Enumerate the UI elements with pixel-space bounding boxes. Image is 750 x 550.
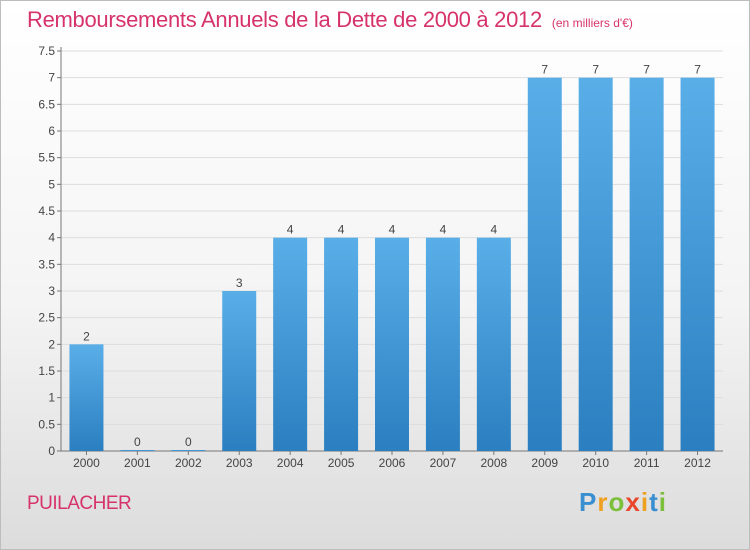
y-tick-label: 6	[48, 124, 55, 138]
bar-value-label: 2	[83, 329, 90, 343]
bars	[69, 77, 715, 452]
labels: 0 0.5 1 1.5 2 2.5 3 3.5 4 4.5 5 5.5 6 6.5 7 7.5 2 2000 0 20…	[38, 44, 711, 470]
bar	[324, 237, 359, 451]
bar-value-label: 7	[694, 63, 701, 77]
bar-value-label: 7	[643, 63, 650, 77]
title-row: Remboursements Annuels de la Dette de 20…	[27, 7, 633, 33]
bar	[120, 450, 155, 451]
bar-value-label: 4	[389, 223, 396, 237]
bar-chart: 0 0.5 1 1.5 2 2.5 3 3.5 4 4.5 5 5.5 6 6.5 7 7.5 2 2000 0 20…	[38, 44, 723, 470]
bar	[171, 450, 206, 451]
x-tick-label: 2004	[277, 456, 304, 470]
bar-value-label: 4	[440, 223, 447, 237]
commune-name: PUILACHER	[27, 493, 132, 514]
x-tick-label: 2001	[124, 456, 151, 470]
y-tick-label: 1	[48, 391, 55, 405]
x-tick-label: 2007	[430, 456, 457, 470]
y-tick-label: 7	[48, 71, 55, 85]
bar	[527, 77, 562, 452]
y-tick-label: 3.5	[38, 257, 55, 271]
x-tick-label: 2008	[480, 456, 507, 470]
bar	[69, 344, 104, 451]
y-tick-label: 1.5	[38, 364, 55, 378]
proxiti-logo: Proxiti	[579, 487, 667, 517]
bar-value-label: 7	[592, 63, 599, 77]
chart-subtitle: (en milliers d'€)	[551, 16, 633, 30]
x-tick-label: 2000	[73, 456, 100, 470]
bar-value-label: 4	[491, 223, 498, 237]
y-tick-label: 4	[48, 231, 55, 245]
x-tick-label: 2010	[582, 456, 609, 470]
y-tick-label: 6.5	[38, 97, 55, 111]
bar	[578, 77, 613, 452]
y-tick-label: 7.5	[38, 44, 55, 58]
bar	[222, 291, 257, 451]
bar	[425, 237, 460, 451]
y-tick-label: 2	[48, 337, 55, 351]
x-tick-label: 2012	[684, 456, 711, 470]
x-tick-label: 2002	[175, 456, 202, 470]
bar	[680, 77, 715, 452]
bar-value-label: 3	[236, 276, 243, 290]
bar	[375, 237, 409, 451]
y-tick-label: 3	[48, 284, 55, 298]
bar-value-label: 4	[287, 223, 294, 237]
bar-value-label: 0	[185, 435, 192, 449]
bar	[273, 237, 308, 451]
bar-value-label: 4	[338, 223, 345, 237]
y-tick-label: 0.5	[38, 417, 55, 431]
x-tick-label: 2005	[328, 456, 355, 470]
bar	[476, 237, 511, 451]
y-tick-label: 2.5	[38, 311, 55, 325]
bar	[629, 77, 664, 452]
y-tick-label: 4.5	[38, 204, 55, 218]
x-tick-label: 2009	[531, 456, 558, 470]
y-tick-label: 0	[48, 444, 55, 458]
y-tick-label: 5	[48, 177, 55, 191]
x-tick-label: 2003	[226, 456, 253, 470]
chart-title: Remboursements Annuels de la Dette de 20…	[27, 7, 542, 32]
x-tick-label: 2011	[634, 456, 660, 470]
x-tick-label: 2006	[379, 456, 406, 470]
bar-value-label: 0	[134, 435, 141, 449]
y-tick-label: 5.5	[38, 151, 55, 165]
bar-value-label: 7	[541, 63, 548, 77]
